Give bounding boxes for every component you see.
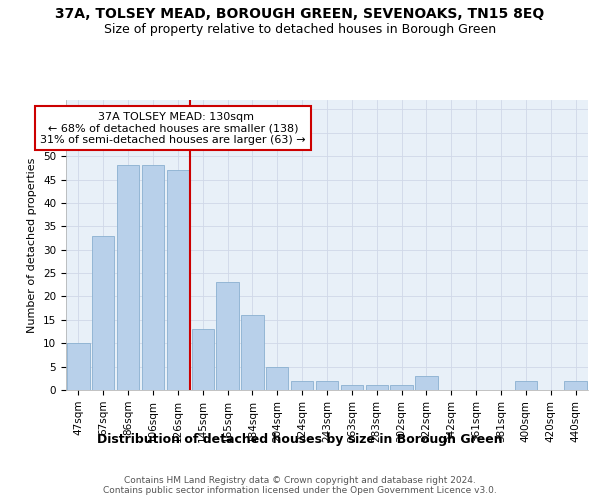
Bar [291,380,313,390]
Bar [167,170,189,390]
Bar [92,236,115,390]
Bar [565,380,587,390]
Bar [217,282,239,390]
Text: 37A TOLSEY MEAD: 130sqm
← 68% of detached houses are smaller (138)
31% of semi-d: 37A TOLSEY MEAD: 130sqm ← 68% of detache… [40,112,305,145]
Bar [415,376,437,390]
Bar [341,386,363,390]
Bar [365,386,388,390]
Text: Size of property relative to detached houses in Borough Green: Size of property relative to detached ho… [104,22,496,36]
Bar [142,166,164,390]
Bar [515,380,537,390]
Text: 37A, TOLSEY MEAD, BOROUGH GREEN, SEVENOAKS, TN15 8EQ: 37A, TOLSEY MEAD, BOROUGH GREEN, SEVENOA… [55,8,545,22]
Bar [316,380,338,390]
Y-axis label: Number of detached properties: Number of detached properties [28,158,37,332]
Bar [191,329,214,390]
Bar [266,366,289,390]
Bar [67,343,89,390]
Bar [391,386,413,390]
Bar [241,315,263,390]
Text: Contains HM Land Registry data © Crown copyright and database right 2024.
Contai: Contains HM Land Registry data © Crown c… [103,476,497,495]
Text: Distribution of detached houses by size in Borough Green: Distribution of detached houses by size … [97,432,503,446]
Bar [117,166,139,390]
